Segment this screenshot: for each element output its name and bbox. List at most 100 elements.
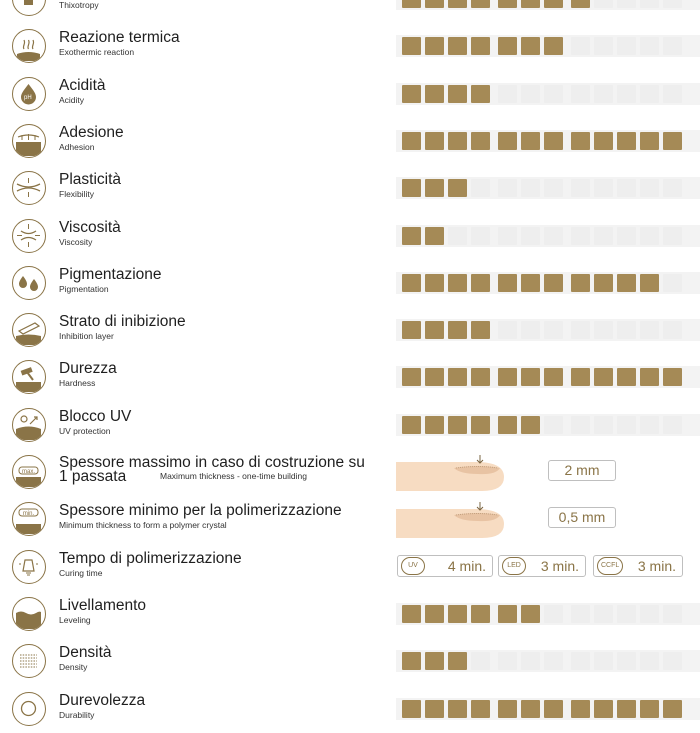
thickness-value: 2 mm	[548, 460, 616, 481]
property-row: Adesione Adhesion	[0, 118, 700, 165]
level-segment-filled	[471, 37, 490, 56]
svg-text:pH: pH	[24, 95, 32, 101]
property-row: Tempo di polimerizzazione Curing time UV 4 …	[0, 544, 700, 591]
level-segment-filled	[448, 131, 467, 150]
property-title: Pigmentazione	[59, 265, 162, 283]
level-segment-filled	[448, 652, 467, 671]
level-segment-empty	[640, 226, 659, 245]
level-segment-filled	[402, 226, 421, 245]
property-subtitle: Adhesion	[59, 141, 95, 152]
level-segment-filled	[521, 415, 540, 434]
level-segment-empty	[617, 0, 636, 8]
level-segment-empty	[498, 84, 517, 103]
level-segment-filled	[521, 37, 540, 56]
level-segment-empty	[640, 652, 659, 671]
durability-icon	[12, 691, 46, 726]
level-segment-filled	[571, 273, 590, 292]
level-bar	[396, 697, 700, 720]
level-segment-filled	[471, 368, 490, 387]
level-bar	[396, 82, 700, 105]
level-bar	[396, 129, 700, 152]
level-segment-filled	[617, 368, 636, 387]
hammer-icon	[12, 360, 46, 395]
level-segment-empty	[498, 652, 517, 671]
level-segment-empty	[617, 84, 636, 103]
property-subtitle: Exothermic reaction	[59, 47, 135, 58]
level-segment-filled	[498, 699, 517, 718]
property-title: Plasticità	[59, 171, 122, 189]
property-subtitle: UV protection	[59, 425, 111, 436]
level-segment-empty	[663, 84, 682, 103]
level-segment-empty	[663, 321, 682, 340]
property-title: Livellamento	[59, 596, 147, 614]
level-segment-filled	[498, 368, 517, 387]
level-segment-filled	[521, 604, 540, 623]
curing-time-ccfl: CCFL 3 min.	[593, 554, 683, 577]
level-segment-filled	[425, 652, 444, 671]
level-segment-filled	[571, 699, 590, 718]
level-segment-filled	[521, 0, 540, 8]
level-segment-filled	[425, 368, 444, 387]
level-segment-empty	[498, 226, 517, 245]
level-segment-empty	[544, 179, 563, 198]
lamp-type-badge: CCFL	[597, 556, 624, 575]
level-segment-filled	[521, 368, 540, 387]
level-segment-filled	[448, 368, 467, 387]
level-segment-filled	[425, 0, 444, 8]
level-segment-filled	[471, 415, 490, 434]
level-segment-filled	[544, 131, 563, 150]
level-segment-empty	[594, 604, 613, 623]
level-bar	[396, 177, 700, 200]
property-row: Reazione termica Exothermic reaction	[0, 23, 700, 70]
level-segment-empty	[663, 179, 682, 198]
level-segment-filled	[402, 273, 421, 292]
property-subtitle: Flexibility	[59, 189, 94, 200]
level-segment-filled	[425, 84, 444, 103]
level-segment-filled	[448, 699, 467, 718]
level-segment-empty	[471, 179, 490, 198]
level-segment-empty	[571, 652, 590, 671]
level-segment-empty	[663, 226, 682, 245]
level-segment-filled	[617, 131, 636, 150]
level-segment-empty	[640, 321, 659, 340]
level-segment-empty	[640, 84, 659, 103]
level-segment-empty	[617, 652, 636, 671]
property-row: Livellamento Leveling	[0, 591, 700, 638]
level-segment-empty	[640, 0, 659, 8]
level-segment-empty	[640, 415, 659, 434]
level-segment-filled	[425, 131, 444, 150]
level-segment-empty	[663, 0, 682, 8]
level-segment-filled	[617, 699, 636, 718]
level-bar	[396, 35, 700, 58]
level-segment-filled	[498, 604, 517, 623]
property-title: Durezza	[59, 360, 117, 378]
level-segment-empty	[544, 652, 563, 671]
level-segment-filled	[448, 37, 467, 56]
level-segment-empty	[571, 84, 590, 103]
level-segment-filled	[471, 321, 490, 340]
property-row: Strato di inibizione Inhibition layer	[0, 307, 700, 354]
ph-drop-icon: pH	[12, 76, 46, 111]
density-icon	[12, 644, 46, 679]
property-row: min. Spessore minimo per la polimerizzazi…	[0, 496, 700, 543]
property-subtitle: Viscosity	[59, 236, 93, 247]
property-subtitle: Acidity	[59, 94, 85, 105]
level-segment-filled	[471, 604, 490, 623]
curing-time-value: 3 min.	[637, 557, 676, 574]
level-segment-empty	[521, 179, 540, 198]
min-thickness-icon: min.	[12, 502, 46, 537]
level-segment-filled	[402, 652, 421, 671]
level-segment-empty	[640, 37, 659, 56]
uv-sun-icon	[12, 407, 46, 442]
property-title: Viscosità	[59, 218, 121, 236]
heat-waves-icon	[12, 29, 46, 64]
property-row: TissotropiaThixotropy	[0, 0, 700, 23]
level-segment-filled	[640, 368, 659, 387]
thickness-value: 0,5 mm	[548, 507, 616, 529]
level-segment-empty	[617, 37, 636, 56]
level-segment-filled	[663, 368, 682, 387]
level-segment-empty	[594, 226, 613, 245]
level-segment-empty	[594, 652, 613, 671]
level-segment-filled	[402, 179, 421, 198]
